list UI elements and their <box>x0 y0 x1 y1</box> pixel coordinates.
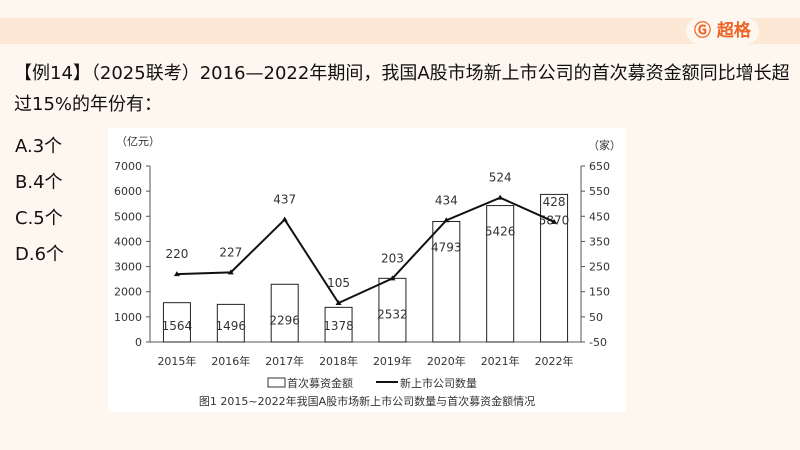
left-tick-label: 0 <box>135 336 142 349</box>
line-label: 203 <box>381 251 404 265</box>
line-label: 437 <box>273 193 296 207</box>
line-label: 524 <box>489 171 512 185</box>
bar-2016年 <box>216 303 245 343</box>
brand-name: 超格 <box>716 21 751 41</box>
brand-logo: Ⓖ 超格 <box>686 18 759 44</box>
chart-container: （亿元） （家） 0 1000 2000 3000 4000 5000 6000 7000 -50 5… <box>108 128 626 412</box>
right-tick-label: -50 <box>589 336 607 349</box>
question-text: 【例14】（2025联考）2016—2022年期间，我国A股市场新上市公司的首次… <box>14 63 790 115</box>
left-axis-label: （亿元） <box>116 135 160 148</box>
right-tick-label: 450 <box>589 210 610 223</box>
legend-bar-swatch <box>267 377 286 388</box>
x-tick-label: 2017年 <box>265 354 304 368</box>
option-a[interactable]: A.3个 <box>15 136 63 157</box>
legend-line-label: 新上市公司数量 <box>400 376 477 390</box>
line-label: 227 <box>219 245 242 259</box>
right-axis-label: （家） <box>588 138 621 152</box>
option-d[interactable]: D.6个 <box>15 244 65 265</box>
line-point <box>227 269 234 275</box>
x-tick-label: 2020年 <box>427 354 466 368</box>
left-tick-label: 1000 <box>114 311 142 324</box>
chart-title: 图1 2015~2022年我国A股市场新上市公司数量与首次募资金额情况 <box>199 394 535 408</box>
line-label: 105 <box>327 276 350 290</box>
right-tick-label: 250 <box>589 261 610 274</box>
bar-2019年 <box>378 277 407 343</box>
legend-bar-label: 首次募资金额 <box>287 376 353 390</box>
chart: （亿元） （家） 0 1000 2000 3000 4000 5000 6000 7000 -50 5… <box>114 135 621 408</box>
line-point <box>335 300 342 306</box>
bar-2017年 <box>270 283 299 343</box>
bar-label: 1564 <box>162 319 193 333</box>
x-tick-label: 2016年 <box>211 354 250 368</box>
line-label: 220 <box>165 247 188 261</box>
bar-2021年 <box>486 205 515 343</box>
right-tick-label: 650 <box>589 160 610 173</box>
right-tick-label: 350 <box>589 235 610 248</box>
left-tick-label: 5000 <box>114 210 142 223</box>
bar-label: 1496 <box>216 319 247 333</box>
left-tick-label: 7000 <box>114 160 142 173</box>
line-point <box>443 217 450 223</box>
bar-label: 1378 <box>323 319 354 333</box>
x-tick-label: 2021年 <box>481 354 520 368</box>
line-point <box>281 216 288 222</box>
left-tick-label: 3000 <box>114 261 142 274</box>
x-tick-label: 2019年 <box>373 354 412 368</box>
bar-label: 5426 <box>485 225 516 239</box>
bar-label: 4793 <box>431 240 462 254</box>
left-tick-label: 6000 <box>114 185 142 198</box>
line-label: 434 <box>435 193 458 207</box>
left-tick-label: 4000 <box>114 235 142 248</box>
bar-2015年 <box>162 302 191 343</box>
line-point <box>497 194 504 200</box>
left-tick-label: 2000 <box>114 286 142 299</box>
right-tick-label: 550 <box>589 185 610 198</box>
bar-label: 2532 <box>377 307 408 321</box>
bar-label: 2296 <box>269 313 300 327</box>
line-series <box>176 196 555 305</box>
right-tick-label: 50 <box>589 311 603 324</box>
x-tick-label: 2018年 <box>319 354 358 368</box>
bar-2018年 <box>324 306 353 343</box>
option-b[interactable]: B.4个 <box>15 172 63 193</box>
line-point <box>551 218 558 224</box>
line-point <box>389 275 396 281</box>
top-bar <box>0 18 800 44</box>
x-tick-label: 2022年 <box>535 354 574 368</box>
line-label: 428 <box>543 195 566 209</box>
logo-g-icon: Ⓖ <box>694 21 717 41</box>
x-tick-label: 2015年 <box>157 354 196 368</box>
option-c[interactable]: C.5个 <box>15 208 63 229</box>
right-tick-label: 150 <box>589 286 610 299</box>
line-point <box>173 271 180 277</box>
